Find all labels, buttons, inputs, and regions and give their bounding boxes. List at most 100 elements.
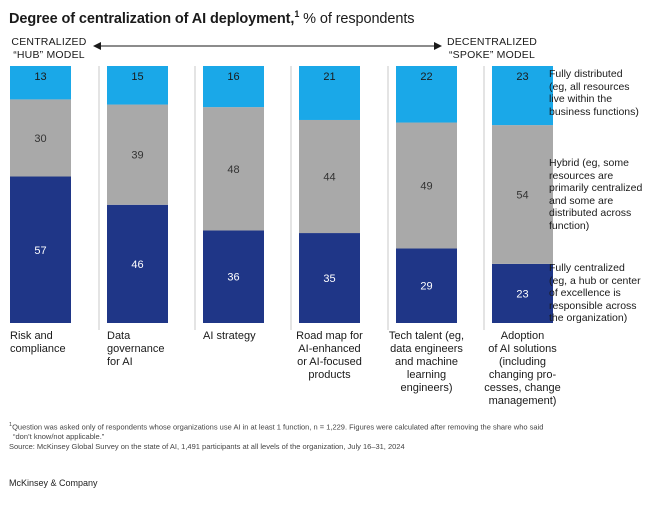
bar-value-label: 23 [516, 288, 528, 300]
category-label-line: AI strategy [203, 330, 256, 342]
bar-value-label: 44 [323, 172, 335, 184]
category-label-line: learning [406, 369, 447, 381]
legend-distributed-line: (eg, all resources [549, 80, 630, 93]
legend-fully-distributed: Fully distributed (eg, all resources liv… [549, 68, 659, 118]
bar-segment-fully-centralized [299, 233, 360, 323]
bar-segment-fully-distributed [492, 66, 553, 126]
bar-segment-fully-distributed [299, 66, 360, 120]
bar-value-label: 13 [34, 71, 46, 83]
category-label-line: Tech talent (eg, [388, 330, 465, 342]
value-labels: 57 30 13 46 39 15 36 48 16 35 44 21 29 49 22 23 54 23 [34, 71, 528, 300]
footnote-source: Source: McKinsey Global Survey on the st… [9, 441, 405, 451]
chart-title-bold: Degree of centralization of AI deploymen… [9, 11, 295, 27]
footnote-mark: 1 [9, 422, 13, 428]
legend-centralized-line: responsible across [549, 299, 637, 312]
chart-title-footnote-mark: 1 [294, 9, 300, 19]
bar-segments [10, 66, 553, 323]
legend-centralized-line: of excellence is [549, 287, 621, 299]
chart-title-unit: % of respondents [299, 11, 415, 27]
centralized-axis-line2: “HUB” MODEL [13, 49, 85, 61]
category-label: Data governance for AI [107, 330, 193, 369]
bar-segment-hybrid [492, 125, 553, 264]
legend-hybrid-line: resources are [549, 169, 614, 182]
legend-distributed-line: Fully distributed [549, 68, 623, 80]
footnote-text-2: “don’t know/not applicable.” [13, 432, 105, 441]
category-label-line: management) [488, 395, 557, 407]
bar-segment-hybrid [396, 122, 457, 249]
category-label-line: (including [498, 356, 547, 368]
category-label-line: Data [107, 330, 131, 342]
bar-segment-fully-centralized [107, 204, 168, 323]
category-label-line: changing pro- [488, 369, 557, 381]
category-label-line: cesses, change [484, 382, 561, 394]
legend-hybrid: Hybrid (eg, some resources are primarily… [549, 157, 659, 232]
bar-value-label: 29 [420, 281, 432, 293]
footnote-line-1: 1Question was asked only of respondents … [9, 421, 649, 432]
bar-value-label: 46 [131, 259, 143, 271]
category-label-line: compliance [10, 343, 66, 355]
category-label-line: Risk and [10, 330, 53, 342]
bar-segment-fully-distributed [203, 66, 264, 108]
legend-hybrid-line: function) [549, 219, 590, 232]
bar-segment-hybrid [107, 104, 168, 205]
bar-segment-hybrid [10, 99, 71, 177]
stacked-bar-chart: 57 30 13 46 39 15 36 48 16 35 44 21 29 49 22 23 54 23 [10, 66, 553, 330]
category-label-line: governance [107, 343, 165, 355]
bar-segment-fully-distributed [396, 66, 457, 123]
bar-value-label: 35 [323, 273, 335, 285]
category-label-line: of AI solutions [488, 343, 557, 355]
chart-title: Degree of centralization of AI deploymen… [9, 9, 415, 27]
bar-value-label: 39 [131, 150, 143, 162]
bar-segment-fully-centralized [492, 263, 553, 323]
category-label-line: Adoption [500, 330, 545, 342]
bar-value-label: 36 [227, 272, 239, 284]
arrow-right-head [434, 42, 442, 50]
legend-centralized-line: the organization) [549, 312, 628, 324]
bar-value-label: 23 [516, 71, 528, 83]
legend-fully-centralized: Fully centralized (eg, a hub or center o… [549, 262, 659, 325]
legend-hybrid-line: primarily centralized [549, 182, 643, 194]
category-label-line: and machine [395, 356, 458, 368]
category-label-line: data engineers [390, 343, 463, 355]
category-label: Tech talent (eg, data engineers and machin… [376, 330, 477, 395]
legend-hybrid-line: and some are [549, 194, 614, 207]
bar-segment-fully-centralized [10, 176, 71, 323]
category-label-line: for AI [107, 356, 133, 368]
bar-segment-fully-centralized [203, 230, 264, 323]
legend-centralized-line: (eg, a hub or center [549, 274, 641, 287]
category-label: Risk and compliance [10, 330, 96, 356]
arrow-left-head [93, 42, 101, 50]
bar-value-label: 22 [420, 71, 432, 83]
bar-value-label: 15 [131, 71, 143, 83]
category-label-line: AI-enhanced [298, 343, 361, 355]
legend-distributed-line: live within the [549, 93, 613, 105]
decentralized-axis-label: DECENTRALIZED “SPOKE” MODEL [440, 36, 544, 62]
bar-value-label: 49 [420, 181, 432, 193]
legend-hybrid-line: distributed across [549, 207, 632, 219]
decentralized-axis-line2: “SPOKE” MODEL [448, 49, 536, 61]
footnote-text-1: Question was asked only of respondents w… [12, 422, 544, 432]
centralization-arrow [93, 42, 442, 50]
bar-segment-hybrid [299, 119, 360, 234]
bar-segment-hybrid [203, 107, 264, 231]
category-label: Adoption of AI solutions (including changin… [472, 330, 573, 408]
legend-hybrid-line: Hybrid (eg, some [549, 157, 629, 169]
category-label: AI strategy [203, 330, 289, 343]
category-label-line: or AI-focused [297, 356, 362, 368]
centralized-axis-label: CENTRALIZED “HUB” MODEL [10, 36, 88, 62]
bar-value-label: 16 [227, 71, 239, 83]
bar-value-label: 48 [227, 164, 239, 176]
bar-segment-fully-distributed [10, 66, 71, 100]
legend-distributed-line: business functions) [549, 105, 639, 118]
decentralized-axis-line1: DECENTRALIZED [446, 36, 538, 48]
bar-segment-fully-centralized [396, 248, 457, 323]
category-label-line: Road map for [296, 330, 363, 342]
bar-value-label: 21 [323, 71, 335, 83]
footnote: 1Question was asked only of respondents … [9, 421, 649, 451]
category-label-line: products [308, 369, 351, 381]
category-label-line: engineers) [400, 382, 453, 394]
centralized-axis-line1: CENTRALIZED [11, 36, 87, 48]
bar-value-label: 30 [34, 133, 46, 145]
brand-logo-text: McKinsey & Company [9, 478, 98, 488]
category-label: Road map for AI-enhanced or AI-focused prod… [279, 330, 380, 382]
